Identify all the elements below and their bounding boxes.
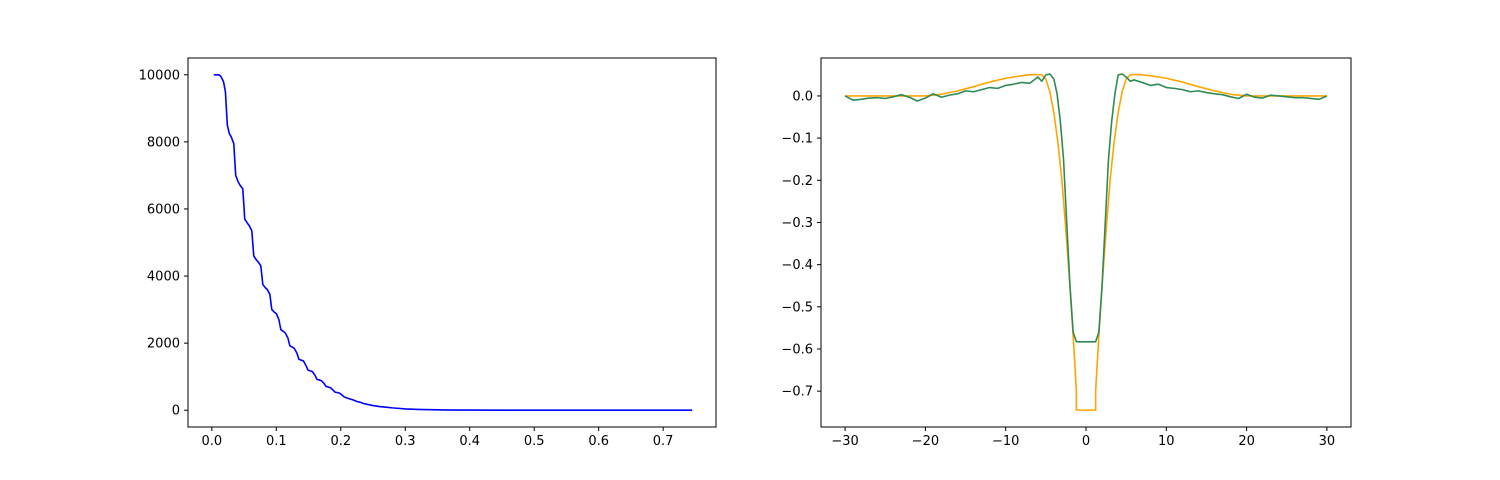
y-axis-right: 0.0 −0.1 −0.2 −0.3 −0.4 −0.5 −0.6 −0.7: [781, 89, 821, 400]
axes-frame-right: [820, 57, 1352, 428]
y-tick-label: −0.5: [781, 300, 813, 315]
profile-line-chart: −30 −20 −10 0 10 20 30 0.0 −0.1 −0.2 −0.3 −0.4 −0.5…: [781, 57, 1352, 449]
x-tick-label: 0.4: [459, 434, 480, 449]
y-axis-left: 0 2000 4000 6000 8000 10000: [139, 68, 188, 419]
series-line-1: [213, 73, 693, 412]
x-tick-label: 0.7: [653, 434, 674, 449]
x-tick-label: 30: [1319, 434, 1336, 449]
y-tick-label: 4000: [147, 270, 180, 285]
x-axis-left: 0.0 0.1 0.2 0.3 0.4 0.5 0.6 0.7: [202, 427, 674, 449]
decay-line-chart: 0.0 0.1 0.2 0.3 0.4 0.5 0.6 0.7 0 2000 4000 6000 80…: [139, 57, 717, 449]
y-tick-label: −0.6: [781, 342, 813, 357]
x-tick-label: 0.1: [266, 434, 287, 449]
series-line-2: [844, 73, 1328, 343]
x-tick-label: 0: [1082, 434, 1090, 449]
plot-area-left: [213, 73, 693, 412]
x-tick-label: −30: [831, 434, 858, 449]
y-tick-label: 0: [172, 404, 180, 419]
y-tick-label: 2000: [147, 337, 180, 352]
x-tick-label: −10: [992, 434, 1019, 449]
y-tick-label: −0.3: [781, 216, 813, 231]
x-tick-label: 0.6: [588, 434, 609, 449]
x-tick-label: 0.2: [330, 434, 351, 449]
x-tick-label: −20: [912, 434, 939, 449]
y-tick-label: −0.7: [781, 385, 813, 400]
x-tick-label: 0.5: [524, 434, 545, 449]
x-tick-label: 0.3: [395, 434, 416, 449]
y-tick-label: −0.4: [781, 258, 813, 273]
plot-area-right: [844, 73, 1328, 411]
series-line-1: [845, 73, 1327, 411]
x-tick-label: 20: [1238, 434, 1255, 449]
y-tick-label: −0.2: [781, 174, 813, 189]
axes-frame-left: [187, 57, 717, 428]
y-tick-label: 6000: [147, 202, 180, 217]
x-tick-label: 10: [1158, 434, 1175, 449]
x-axis-right: −30 −20 −10 0 10 20 30: [831, 427, 1335, 449]
y-tick-label: −0.1: [781, 132, 813, 147]
y-tick-label: 8000: [147, 135, 180, 150]
y-tick-label: 10000: [139, 68, 180, 83]
y-tick-label: 0.0: [792, 89, 813, 104]
x-tick-label: 0.0: [202, 434, 223, 449]
